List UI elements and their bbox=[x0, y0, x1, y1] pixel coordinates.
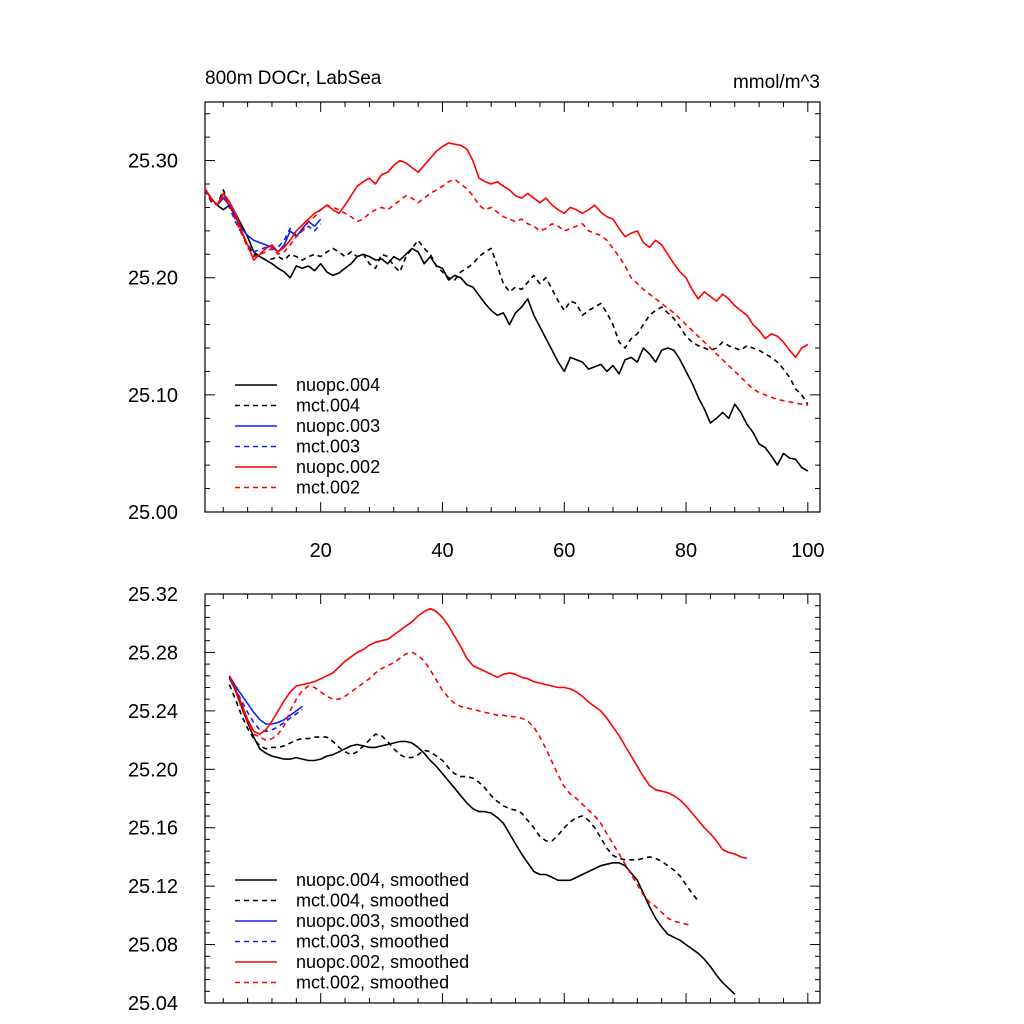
panel-top: 800m DOCr, LabSea mmol/m^3 20 40 60 80 100 25… bbox=[128, 68, 825, 562]
y-tick-label: 25.24 bbox=[128, 701, 178, 723]
legend-label: mct.003, smoothed bbox=[296, 932, 449, 952]
y-tick-label: 25.30 bbox=[128, 151, 178, 173]
legend-label: nuopc.003 bbox=[296, 416, 380, 436]
series-line-nuopc-004-smoothed bbox=[228, 676, 736, 995]
legend-label: nuopc.003, smoothed bbox=[296, 911, 469, 931]
legend-label: nuopc.002, smoothed bbox=[296, 952, 469, 972]
legend-label: mct.003 bbox=[296, 437, 360, 457]
y-tick-label: 25.10 bbox=[128, 385, 178, 407]
legend-label: mct.002 bbox=[296, 478, 360, 498]
y-tick-label: 25.12 bbox=[128, 876, 178, 898]
x-tick-label: 60 bbox=[553, 540, 575, 562]
chart-title: 800m DOCr, LabSea bbox=[205, 68, 382, 89]
legend-label: mct.004, smoothed bbox=[296, 891, 449, 911]
series-line-nuopc-002-smoothed bbox=[228, 607, 748, 860]
series-line-nuopc-004 bbox=[204, 189, 809, 472]
series-line-mct-003-smoothed bbox=[228, 678, 303, 733]
legend-label: nuopc.004 bbox=[296, 375, 380, 395]
panel-bottom: 25.04 25.08 25.12 25.16 25.20 25.24 25.28 25.32… bbox=[128, 584, 821, 1015]
y-tick-label: 25.20 bbox=[128, 759, 178, 781]
x-tick-label: 80 bbox=[675, 540, 697, 562]
x-tick-label: 40 bbox=[431, 540, 453, 562]
x-tick-label: 100 bbox=[791, 540, 824, 562]
series-line-mct-002 bbox=[204, 178, 808, 407]
legend-label: mct.002, smoothed bbox=[296, 973, 449, 993]
plot-frame bbox=[204, 101, 821, 513]
legend-label: nuopc.004, smoothed bbox=[296, 870, 469, 890]
legend-label: nuopc.002 bbox=[296, 457, 380, 477]
y-tick-label: 25.04 bbox=[128, 993, 178, 1015]
series-line-mct-004-smoothed bbox=[228, 684, 699, 902]
y-tick-label: 25.20 bbox=[128, 268, 178, 290]
legend-label: mct.004 bbox=[296, 396, 360, 416]
x-tick-label: 20 bbox=[310, 540, 332, 562]
series-line-mct-004 bbox=[204, 189, 809, 405]
series-line-nuopc-003 bbox=[204, 189, 322, 253]
series-line-nuopc-002 bbox=[204, 142, 809, 359]
series-line-mct-002-smoothed bbox=[228, 651, 693, 927]
units-label: mmol/m^3 bbox=[733, 72, 820, 93]
y-tick-label: 25.32 bbox=[128, 584, 178, 606]
y-tick-label: 25.08 bbox=[128, 935, 178, 957]
y-tick-label: 25.00 bbox=[128, 502, 178, 524]
plot-frame bbox=[204, 593, 821, 1004]
y-tick-label: 25.16 bbox=[128, 818, 178, 840]
series-line-nuopc-003-smoothed bbox=[228, 675, 303, 725]
y-tick-label: 25.28 bbox=[128, 642, 178, 664]
